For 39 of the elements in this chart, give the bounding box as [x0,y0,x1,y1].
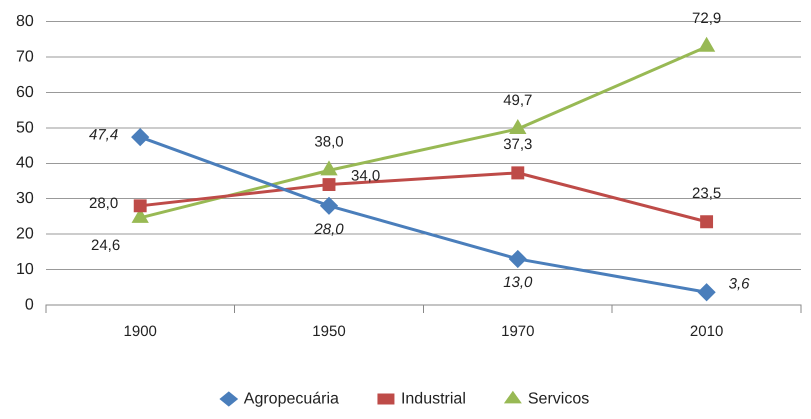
y-tick-label: 80 [16,13,34,30]
data-label: 37,3 [503,136,532,154]
y-tick-label: 10 [16,260,34,278]
legend-label: Industrial [400,390,466,408]
y-tick-label: 60 [16,84,34,101]
data-label: 24,6 [90,236,120,254]
legend-label: Servicos [528,390,590,408]
y-tick-label: 50 [16,119,34,136]
x-tick-label: 2010 [690,323,724,340]
data-label: 23,5 [692,184,722,202]
y-tick-label: 40 [16,154,34,172]
point [698,284,716,301]
data-label: 47,4 [88,126,118,144]
point [132,128,149,146]
data-label: 34,0 [351,168,380,185]
point [322,178,336,192]
point [320,197,338,214]
point [511,166,524,180]
point [509,250,526,268]
y-tick-label: 20 [16,226,34,243]
point [134,199,147,212]
point [510,120,526,134]
data-label: 13,0 [503,274,534,292]
x-tick-label: 1900 [124,323,157,340]
data-label: 28,0 [313,220,344,238]
y-tick-label: 0 [24,296,34,314]
data-label: 72,9 [692,10,722,27]
data-label: 38,0 [314,134,344,151]
legend-label: Agropecuária [244,390,340,408]
point [700,215,714,228]
point [699,38,714,52]
y-tick-label: 30 [16,190,34,208]
y-tick-label: 70 [16,48,34,66]
data-label: 3,6 [728,275,750,292]
data-label: 49,7 [503,92,532,110]
point [321,162,337,176]
x-tick-label: 1950 [312,323,346,340]
data-label: 28,0 [88,194,118,212]
x-tick-label: 1970 [501,323,534,340]
